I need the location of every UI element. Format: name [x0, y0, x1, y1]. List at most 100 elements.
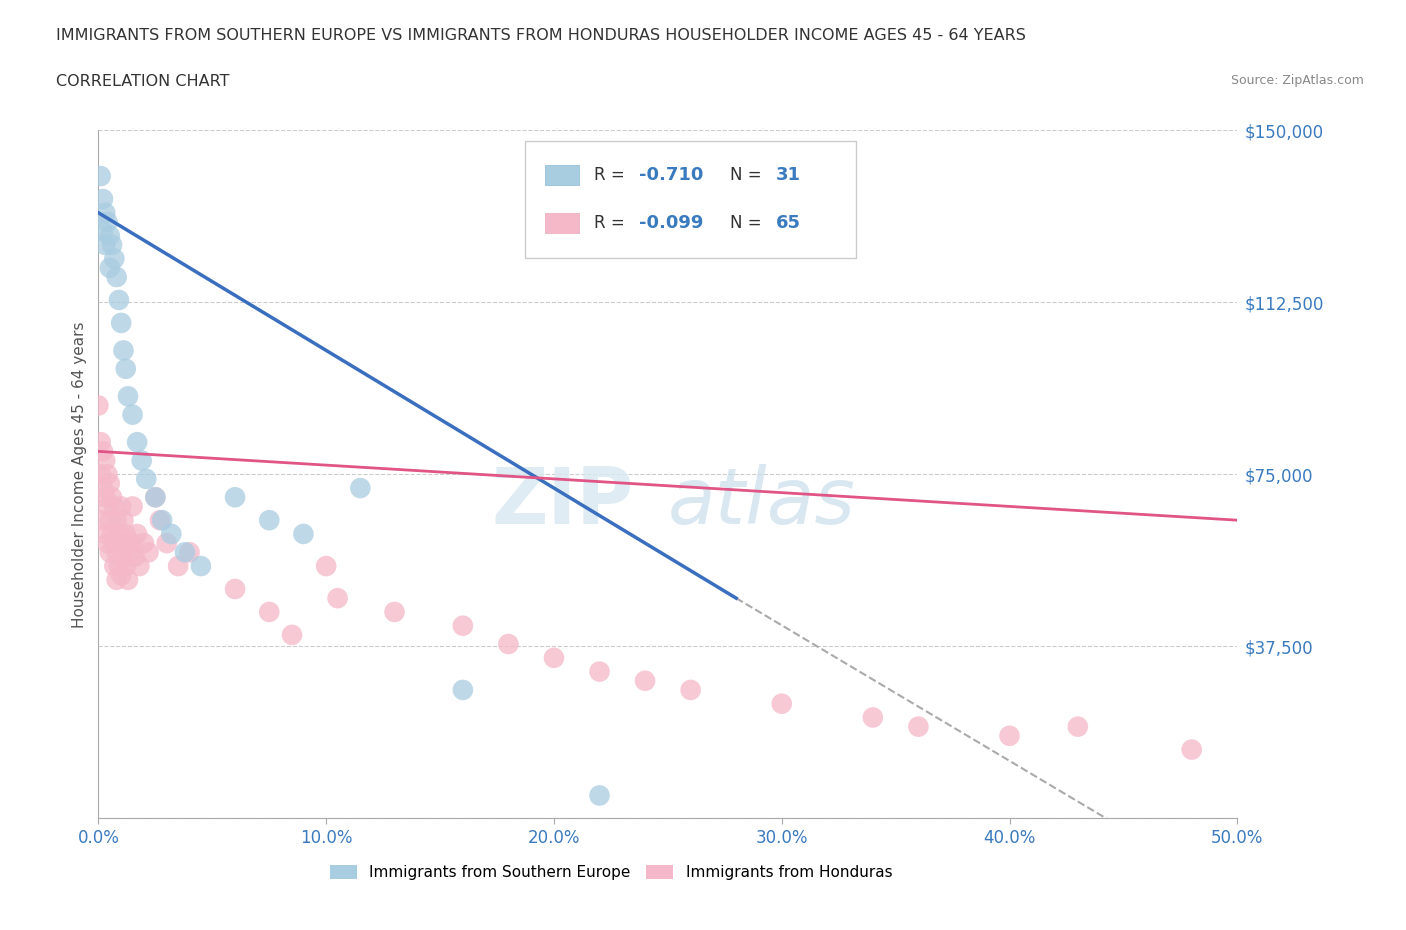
Point — [135, 472, 157, 486]
Y-axis label: Householder Income Ages 45 - 64 years: Householder Income Ages 45 - 64 years — [72, 321, 87, 628]
Point — [498, 637, 520, 652]
Point — [349, 481, 371, 496]
Point — [98, 260, 121, 275]
Point — [110, 568, 132, 583]
Text: R =: R = — [593, 214, 630, 232]
Point — [96, 499, 118, 514]
Point — [998, 728, 1021, 743]
Point — [105, 512, 128, 527]
FancyBboxPatch shape — [526, 140, 856, 258]
Point — [679, 683, 702, 698]
Point — [145, 490, 167, 505]
Point — [114, 559, 136, 574]
Point — [131, 453, 153, 468]
Point — [110, 499, 132, 514]
Text: Source: ZipAtlas.com: Source: ZipAtlas.com — [1230, 74, 1364, 87]
Point — [103, 536, 125, 551]
Point — [96, 215, 118, 230]
Text: 31: 31 — [776, 166, 801, 184]
Legend: Immigrants from Southern Europe, Immigrants from Honduras: Immigrants from Southern Europe, Immigra… — [323, 859, 898, 886]
Point — [770, 697, 793, 711]
Point — [1067, 719, 1090, 734]
Point — [87, 398, 110, 413]
Point — [114, 526, 136, 541]
Point — [292, 526, 315, 541]
Point — [1181, 742, 1204, 757]
Point — [862, 710, 884, 724]
Point — [101, 237, 124, 252]
Text: -0.099: -0.099 — [640, 214, 704, 232]
Point — [108, 526, 131, 541]
Point — [145, 490, 167, 505]
Point — [110, 315, 132, 330]
Point — [105, 572, 128, 587]
Point — [121, 536, 143, 551]
Text: CORRELATION CHART: CORRELATION CHART — [56, 74, 229, 89]
Point — [103, 251, 125, 266]
Point — [90, 467, 112, 482]
Point — [94, 237, 117, 252]
Point — [98, 476, 121, 491]
Point — [94, 453, 117, 468]
Point — [167, 559, 190, 574]
Point — [588, 664, 610, 679]
Point — [326, 591, 349, 605]
Point — [96, 536, 118, 551]
Point — [128, 559, 150, 574]
Point — [224, 490, 246, 505]
Point — [117, 536, 139, 551]
Point — [121, 499, 143, 514]
Text: 65: 65 — [776, 214, 801, 232]
Point — [451, 618, 474, 633]
Point — [94, 490, 117, 505]
Point — [103, 559, 125, 574]
Point — [112, 512, 135, 527]
Point — [98, 512, 121, 527]
Point — [112, 550, 135, 565]
Point — [117, 389, 139, 404]
Point — [105, 545, 128, 560]
Point — [94, 526, 117, 541]
Point — [91, 192, 114, 206]
Point — [108, 559, 131, 574]
Point — [150, 512, 173, 527]
Point — [127, 526, 149, 541]
Point — [588, 788, 610, 803]
Point — [451, 683, 474, 698]
Point — [108, 293, 131, 308]
Point — [101, 526, 124, 541]
Text: N =: N = — [731, 166, 768, 184]
Point — [90, 168, 112, 183]
Point — [121, 407, 143, 422]
Point — [103, 499, 125, 514]
Point — [91, 224, 114, 239]
Point — [91, 481, 114, 496]
Point — [91, 512, 114, 527]
Text: -0.710: -0.710 — [640, 166, 704, 184]
Point — [98, 545, 121, 560]
Bar — [546, 213, 579, 233]
Text: atlas: atlas — [668, 464, 856, 539]
Point — [96, 467, 118, 482]
Point — [117, 572, 139, 587]
Point — [259, 604, 281, 619]
Point — [112, 343, 135, 358]
Point — [94, 206, 117, 220]
Point — [315, 559, 337, 574]
Text: ZIP: ZIP — [492, 464, 634, 539]
Point — [138, 545, 160, 560]
Point — [149, 512, 172, 527]
Point — [543, 650, 565, 665]
Text: N =: N = — [731, 214, 768, 232]
Point — [281, 628, 304, 643]
Point — [91, 444, 114, 458]
Bar — [546, 165, 579, 185]
Point — [190, 559, 212, 574]
Point — [90, 434, 112, 449]
Point — [105, 270, 128, 285]
Point — [120, 545, 142, 560]
Point — [132, 536, 155, 551]
Point — [259, 512, 281, 527]
Point — [174, 545, 197, 560]
Point — [907, 719, 929, 734]
